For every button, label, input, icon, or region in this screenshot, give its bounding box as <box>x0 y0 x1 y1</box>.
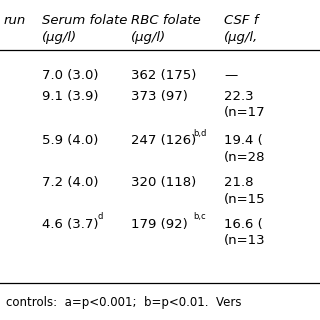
Text: 21.8
(n=15: 21.8 (n=15 <box>224 176 266 205</box>
Text: 5.9 (4.0): 5.9 (4.0) <box>42 134 98 148</box>
Text: 19.4 (
(n=28: 19.4 ( (n=28 <box>224 134 266 164</box>
Text: 320 (118): 320 (118) <box>131 176 196 189</box>
Text: 16.6 (
(n=13: 16.6 ( (n=13 <box>224 218 266 247</box>
Text: 179 (92): 179 (92) <box>131 218 188 231</box>
Text: 22.3
(n=17: 22.3 (n=17 <box>224 90 266 119</box>
Text: 247 (126): 247 (126) <box>131 134 196 148</box>
Text: —: — <box>224 69 237 82</box>
Text: 7.0 (3.0): 7.0 (3.0) <box>42 69 98 82</box>
Text: 373 (97): 373 (97) <box>131 90 188 103</box>
Text: 4.6 (3.7): 4.6 (3.7) <box>42 218 98 231</box>
Text: b,d: b,d <box>194 129 207 138</box>
Text: b,c: b,c <box>194 212 206 221</box>
Text: CSF f
(μg/l,: CSF f (μg/l, <box>224 14 258 44</box>
Text: RBC folate
(μg/l): RBC folate (μg/l) <box>131 14 201 44</box>
Text: run: run <box>3 14 26 28</box>
Text: 9.1 (3.9): 9.1 (3.9) <box>42 90 98 103</box>
Text: controls:  a=p<0.001;  b=p<0.01.  Vers: controls: a=p<0.001; b=p<0.01. Vers <box>6 296 242 309</box>
Text: 362 (175): 362 (175) <box>131 69 196 82</box>
Text: d: d <box>98 212 103 221</box>
Text: Serum folate
(μg/l): Serum folate (μg/l) <box>42 14 127 44</box>
Text: 7.2 (4.0): 7.2 (4.0) <box>42 176 98 189</box>
